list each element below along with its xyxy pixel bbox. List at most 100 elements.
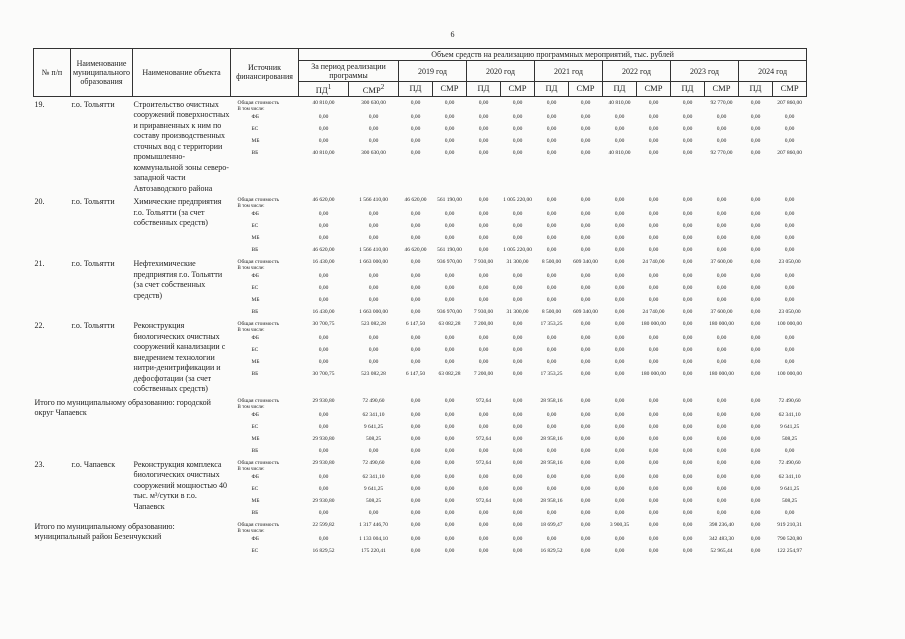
value: 0,00 xyxy=(614,447,625,454)
value: 0,00 xyxy=(750,447,761,454)
value: 0,00 xyxy=(512,223,523,230)
value-cell: 31 300,00 0,00 0,00 0,00 31 300,00 xyxy=(501,256,535,318)
value: 122 254,97 xyxy=(777,547,802,554)
value: 0,00 xyxy=(410,223,421,230)
value: 17 353,25 xyxy=(540,321,563,328)
value: 0,00 xyxy=(784,509,795,516)
header-cell: 2020 год xyxy=(466,60,535,82)
value: 0,00 xyxy=(580,521,591,528)
value: 0,00 xyxy=(580,285,591,292)
value: 0,00 xyxy=(580,125,591,132)
value: 0,00 xyxy=(580,347,591,354)
value-cell: 972,64 0,00 0,00 972,64 0,00 xyxy=(467,457,501,519)
value: 0,00 xyxy=(716,137,727,144)
source-label: Общая стоимость xyxy=(237,321,280,328)
source-line: ВБ xyxy=(232,368,298,380)
value-cell: 0,00 0,00 0,00 0,00 0,00 xyxy=(739,318,773,395)
value: 0,00 xyxy=(614,235,625,242)
value: 0,00 xyxy=(750,359,761,366)
value: 180 000,00 xyxy=(709,371,734,378)
value: 0,00 xyxy=(784,285,795,292)
value: 31 300,00 xyxy=(506,309,529,316)
value: 16 430,00 xyxy=(312,259,335,266)
value: 0,00 xyxy=(648,211,659,218)
value: 0,00 xyxy=(750,521,761,528)
value: 180 000,00 xyxy=(641,321,666,328)
header-cell: ПД xyxy=(602,81,637,97)
value: 0,00 xyxy=(784,235,795,242)
value: 8 500,00 xyxy=(541,259,562,266)
source-line: МБ xyxy=(232,433,298,445)
value: 300 630,00 xyxy=(361,99,386,106)
value-cell: 0,00 0,00 0,00 0,00 0,00 xyxy=(569,318,603,395)
value: 0,00 xyxy=(410,521,421,528)
object-name: Реконструкция комплекса биологических оч… xyxy=(133,459,228,511)
value: 0,00 xyxy=(512,371,523,378)
value-cell: 0,00 0,00 0,00 xyxy=(671,519,705,557)
value: 0,00 xyxy=(444,459,455,466)
value: 0,00 xyxy=(682,485,693,492)
value: 0,00 xyxy=(750,435,761,442)
header-cell: 2019 год xyxy=(398,60,467,82)
value: 28 958,16 xyxy=(540,397,563,404)
value: 0,00 xyxy=(716,397,727,404)
value-cell: 1 317 446,70 1 133 004,10 175 220,41 xyxy=(349,519,399,557)
value: 0,00 xyxy=(682,371,693,378)
value: 175 220,41 xyxy=(361,547,386,554)
value-cell: 46 620,00 0,00 0,00 0,00 46 620,00 xyxy=(399,194,433,256)
header-cell: СМР xyxy=(432,81,467,97)
value: 0,00 xyxy=(368,113,379,120)
value: 0,00 xyxy=(546,509,557,516)
value: 0,00 xyxy=(682,521,693,528)
value: 0,00 xyxy=(318,137,329,144)
value: 0,00 xyxy=(682,223,693,230)
value: 0,00 xyxy=(750,235,761,242)
value: 0,00 xyxy=(614,497,625,504)
value: 0,00 xyxy=(682,411,693,418)
value: 0,00 xyxy=(444,137,455,144)
value: 0,00 xyxy=(512,547,523,554)
value: 0,00 xyxy=(478,359,489,366)
value: 0,00 xyxy=(512,99,523,106)
source-label: МБ xyxy=(251,235,260,242)
value: 0,00 xyxy=(546,149,557,156)
value: 0,00 xyxy=(614,247,625,254)
value-cell: 0,00 0,00 0,00 0,00 0,00 xyxy=(671,318,705,395)
value: 7 930,00 xyxy=(473,259,494,266)
value: 0,00 xyxy=(614,285,625,292)
value: 0,00 xyxy=(318,125,329,132)
value: 0,00 xyxy=(444,509,455,516)
value: 0,00 xyxy=(410,211,421,218)
source-line: МБ xyxy=(232,135,298,147)
value: 0,00 xyxy=(580,335,591,342)
source-cell: Общая стоимость В том числе: ФБ БС МБ ВБ xyxy=(231,256,299,318)
value: 0,00 xyxy=(784,447,795,454)
value: 0,00 xyxy=(318,297,329,304)
value: 0,00 xyxy=(368,125,379,132)
value: 0,00 xyxy=(614,321,625,328)
value: 0,00 xyxy=(784,335,795,342)
value-cell: 0,00 0,00 0,00 0,00 0,00 xyxy=(501,318,535,395)
value: 0,00 xyxy=(784,273,795,280)
source-line: ФБ xyxy=(232,409,298,421)
value: 63 082,28 xyxy=(438,371,461,378)
value: 0,00 xyxy=(784,359,795,366)
value-cell: 17 353,25 0,00 0,00 0,00 17 353,25 xyxy=(535,318,569,395)
value: 0,00 xyxy=(410,235,421,242)
value: 24 740,00 xyxy=(642,309,665,316)
value: 1 566 410,00 xyxy=(359,247,388,254)
value: 24 740,00 xyxy=(642,259,665,266)
value: 0,00 xyxy=(682,423,693,430)
value: 0,00 xyxy=(410,259,421,266)
value: 0,00 xyxy=(478,223,489,230)
source-line: ФБ xyxy=(232,111,298,123)
value-cell: 180 000,00 0,00 0,00 0,00 180 000,00 xyxy=(705,318,739,395)
value-cell: 18 699,47 0,00 16 829,52 xyxy=(535,519,569,557)
value: 0,00 xyxy=(444,285,455,292)
value: 0,00 xyxy=(682,473,693,480)
footnote-mark: 2 xyxy=(380,83,385,91)
source-label: МБ xyxy=(251,359,260,366)
value: 398 236,40 xyxy=(709,521,734,528)
value-cell: 0,00 0,00 0,00 0,00 0,00 xyxy=(603,318,637,395)
value: 0,00 xyxy=(368,359,379,366)
